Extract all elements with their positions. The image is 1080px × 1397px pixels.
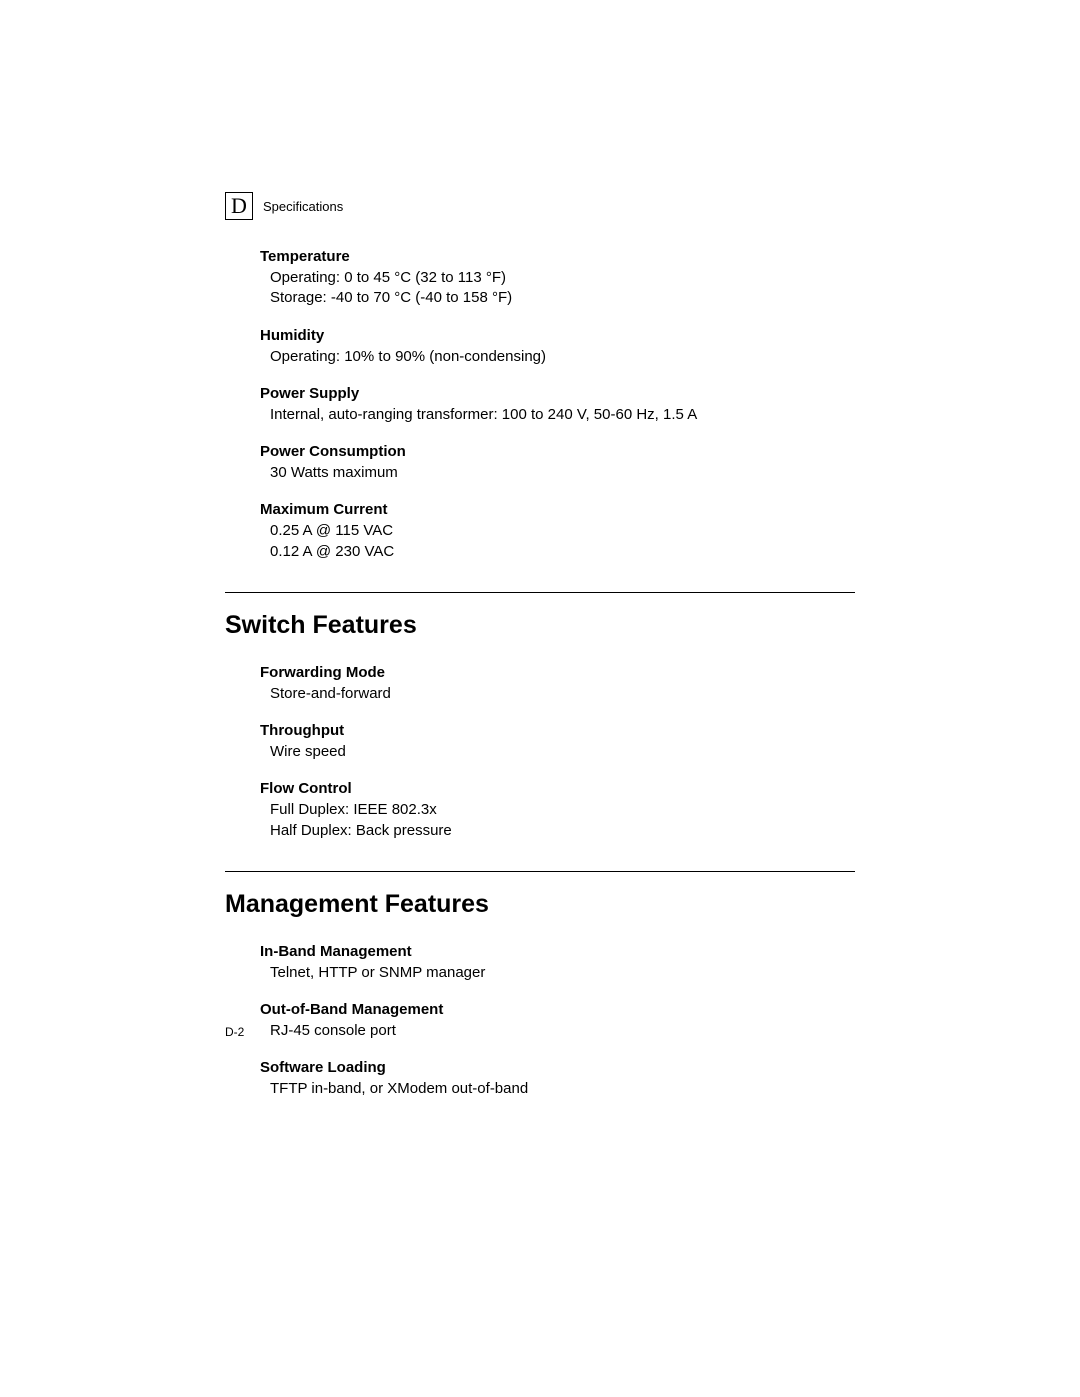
- spec-software-loading: Software Loading TFTP in-band, or XModem…: [260, 1059, 855, 1099]
- page-header: D Specifications: [225, 192, 855, 220]
- spec-line: Telnet, HTTP or SNMP manager: [260, 963, 855, 983]
- spec-line: Half Duplex: Back pressure: [260, 821, 855, 841]
- spec-line: 0.12 A @ 230 VAC: [260, 542, 855, 562]
- spec-maximum-current: Maximum Current 0.25 A @ 115 VAC 0.12 A …: [260, 501, 855, 562]
- section-divider: [225, 592, 855, 593]
- header-title: Specifications: [263, 199, 343, 214]
- spec-line: RJ-45 console port: [260, 1021, 855, 1041]
- spec-line: Wire speed: [260, 742, 855, 762]
- page-number: D-2: [225, 1025, 244, 1039]
- spec-flow-control: Flow Control Full Duplex: IEEE 802.3x Ha…: [260, 780, 855, 841]
- spec-line: Operating: 0 to 45 °C (32 to 113 °F): [260, 268, 855, 288]
- spec-title: Throughput: [260, 722, 855, 739]
- spec-title: Temperature: [260, 248, 855, 265]
- spec-power-consumption: Power Consumption 30 Watts maximum: [260, 443, 855, 483]
- spec-title: Flow Control: [260, 780, 855, 797]
- section-divider: [225, 871, 855, 872]
- spec-line: Full Duplex: IEEE 802.3x: [260, 800, 855, 820]
- spec-forwarding-mode: Forwarding Mode Store-and-forward: [260, 664, 855, 704]
- spec-in-band-management: In-Band Management Telnet, HTTP or SNMP …: [260, 943, 855, 983]
- section-heading-management-features: Management Features: [225, 890, 855, 919]
- spec-title: Humidity: [260, 327, 855, 344]
- appendix-letter-box: D: [225, 192, 253, 220]
- spec-line: Operating: 10% to 90% (non-condensing): [260, 347, 855, 367]
- spec-title: Power Supply: [260, 385, 855, 402]
- spec-throughput: Throughput Wire speed: [260, 722, 855, 762]
- page: D Specifications Temperature Operating: …: [0, 0, 1080, 1397]
- spec-line: Store-and-forward: [260, 684, 855, 704]
- section-heading-switch-features: Switch Features: [225, 611, 855, 640]
- spec-line: 30 Watts maximum: [260, 463, 855, 483]
- spec-line: 0.25 A @ 115 VAC: [260, 521, 855, 541]
- spec-out-of-band-management: Out-of-Band Management RJ-45 console por…: [260, 1001, 855, 1041]
- spec-line: Internal, auto-ranging transformer: 100 …: [260, 405, 855, 425]
- spec-power-supply: Power Supply Internal, auto-ranging tran…: [260, 385, 855, 425]
- switch-features: Forwarding Mode Store-and-forward Throug…: [225, 664, 855, 841]
- spec-title: Forwarding Mode: [260, 664, 855, 681]
- spec-title: Maximum Current: [260, 501, 855, 518]
- spec-temperature: Temperature Operating: 0 to 45 °C (32 to…: [260, 248, 855, 309]
- spec-humidity: Humidity Operating: 10% to 90% (non-cond…: [260, 327, 855, 367]
- spec-title: In-Band Management: [260, 943, 855, 960]
- spec-title: Out-of-Band Management: [260, 1001, 855, 1018]
- spec-title: Software Loading: [260, 1059, 855, 1076]
- spec-title: Power Consumption: [260, 443, 855, 460]
- environmental-specs: Temperature Operating: 0 to 45 °C (32 to…: [225, 248, 855, 562]
- management-features: In-Band Management Telnet, HTTP or SNMP …: [225, 943, 855, 1100]
- spec-line: Storage: -40 to 70 °C (-40 to 158 °F): [260, 288, 855, 308]
- spec-line: TFTP in-band, or XModem out-of-band: [260, 1079, 855, 1099]
- appendix-letter: D: [231, 195, 247, 217]
